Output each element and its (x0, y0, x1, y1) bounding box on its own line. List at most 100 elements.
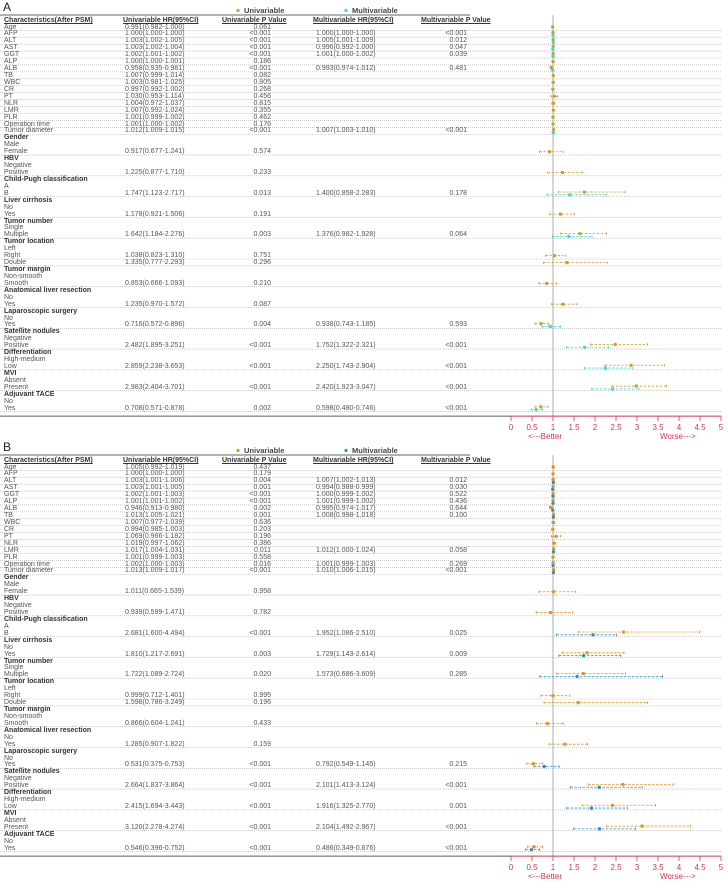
row-label: ALT (4, 477, 17, 485)
univariable-hr-point (552, 94, 556, 99)
multivariable-hr-point (568, 193, 572, 197)
multivariable-hr-point (551, 508, 555, 512)
row-label: Negative (4, 335, 32, 343)
x-tick-label: 0 (509, 863, 514, 872)
univariable-hr-point (551, 51, 555, 56)
row-label: Smooth (4, 279, 29, 287)
group-label: Adjuvant TACE (4, 830, 55, 838)
multivariable-hr: 1.729(1.143-2.614) (316, 650, 376, 658)
univariable-p: 0.636 (253, 518, 271, 526)
row-label: CR (4, 525, 15, 533)
multivariable-hr-point (551, 480, 555, 485)
column-header: Univariable P Value (222, 17, 287, 24)
multivariable-hr-point (551, 494, 555, 498)
x-tick-label: 1.5 (568, 863, 580, 872)
univariable-hr: 0.994(0.985-1.003) (125, 525, 185, 533)
univariable-hr-point (551, 465, 555, 469)
univariable-hr: 3.120(2.278-4.274) (125, 823, 185, 831)
row-label: Yes (4, 300, 16, 308)
x-tick-label: 1 (551, 863, 556, 872)
x-tick-label: 4 (677, 863, 682, 872)
univariable-p: 0.061 (253, 23, 271, 31)
univariable-hr-point (551, 37, 555, 42)
multivariable-p: 0.215 (449, 761, 467, 769)
row-label: Right (4, 252, 21, 260)
univariable-legend-label: Univariable (244, 446, 285, 455)
multivariable-hr-point (529, 847, 534, 852)
multivariable-hr: 1.752(1.322-2.321) (316, 342, 376, 350)
row-label: ALB (4, 65, 18, 73)
univariable-hr-point (551, 693, 555, 698)
univariable-hr: 0.958(0.935-0.981) (125, 65, 185, 73)
univariable-p: 0.004 (253, 477, 271, 485)
row-label: WBC (4, 78, 21, 86)
univariable-hr-point (565, 260, 569, 265)
multivariable-hr-point (597, 827, 602, 831)
row-label: NLR (4, 539, 19, 547)
multivariable-hr-point (551, 501, 555, 505)
univariable-hr: 1.001(1.001-1.002) (125, 498, 185, 506)
univariable-p: 0.002 (253, 404, 271, 412)
univariable-hr-point (545, 721, 550, 726)
univariable-hr-point (551, 520, 555, 525)
univariable-p: <0.001 (249, 782, 271, 790)
multivariable-hr: 2.104(1.492-2.967) (316, 823, 376, 831)
multivariable-hr: 2.101(1.413-3.124) (316, 782, 376, 790)
univariable-hr: 1.225(0.877-1.710) (125, 169, 185, 177)
multivariable-hr: 1.007(1.003-1.010) (316, 127, 376, 135)
multivariable-hr: 0.993(0.974-1.012) (316, 65, 376, 73)
univariable-hr: 1.005(0.992-1.019) (125, 463, 185, 471)
univariable-p: 0.462 (253, 113, 271, 121)
multivariable-p: 0.025 (449, 629, 467, 637)
multivariable-hr: 1.000(0.999-1.002) (316, 491, 376, 499)
row-label: Tumor diameter (4, 567, 54, 575)
multivariable-hr: 1.010(1.006-1.015) (316, 567, 376, 575)
multivariable-hr-point (575, 674, 579, 679)
row-label: Low (4, 803, 17, 811)
row-label: B (4, 189, 9, 197)
multivariable-p: <0.001 (445, 844, 467, 852)
row-label: Female (4, 148, 28, 156)
column-header: Univariable P Value (222, 457, 287, 464)
multivariable-p: 0.522 (449, 491, 467, 499)
row-label: PLR (4, 113, 18, 121)
group-label: Adjuvant TACE (4, 390, 55, 398)
multivariable-p: 0.100 (449, 512, 467, 519)
x-tick-label: 2.5 (610, 863, 622, 872)
univariable-p: 0.995 (253, 692, 271, 700)
univariable-hr: 1.747(1.123-2.717) (125, 189, 185, 197)
multivariable-p: 0.269 (449, 560, 467, 568)
univariable-hr-point (551, 527, 555, 532)
multivariable-hr-point (551, 515, 556, 519)
univariable-p: 0.210 (253, 279, 271, 287)
univariable-hr-point (550, 25, 555, 29)
univariable-p: <0.001 (249, 567, 271, 575)
group-label: Child-Pugh classification (4, 175, 88, 183)
multivariable-hr-point (610, 387, 615, 391)
univariable-p: 0.002 (253, 505, 271, 513)
multivariable-p: 0.593 (449, 321, 467, 329)
group-label: Tumor number (4, 657, 53, 665)
row-label: CR (4, 85, 15, 93)
univariable-hr: 1.235(0.970-1.572) (125, 300, 185, 308)
multivariable-p: 0.001 (449, 803, 467, 811)
row-label: Age (4, 463, 17, 471)
better-label: <---Better (528, 432, 562, 441)
univariable-hr: 1.000(1.000-1.000) (125, 470, 185, 478)
x-tick-label: 4.5 (694, 423, 706, 432)
univariable-p: 0.087 (253, 300, 271, 308)
univariable-hr-point (551, 101, 555, 105)
multivariable-hr: 1.005(1.001-1.009) (316, 37, 376, 45)
row-label: Right (4, 692, 21, 700)
row-label: GGT (4, 491, 20, 499)
group-label: Tumor margin (4, 706, 51, 714)
row-label: No (4, 397, 13, 405)
univariable-hr: 1.002(1.001-1.002) (125, 51, 185, 59)
row-label: Operation time (4, 560, 50, 568)
univariable-p: 0.558 (253, 553, 271, 561)
worse-label: Worse---> (660, 432, 696, 441)
x-tick-label: 1.5 (568, 423, 580, 432)
multivariable-hr: 1.001(0.999-1.003) (316, 560, 376, 568)
multivariable-p: 0.012 (449, 477, 467, 485)
univariable-p: 0.179 (253, 470, 271, 478)
